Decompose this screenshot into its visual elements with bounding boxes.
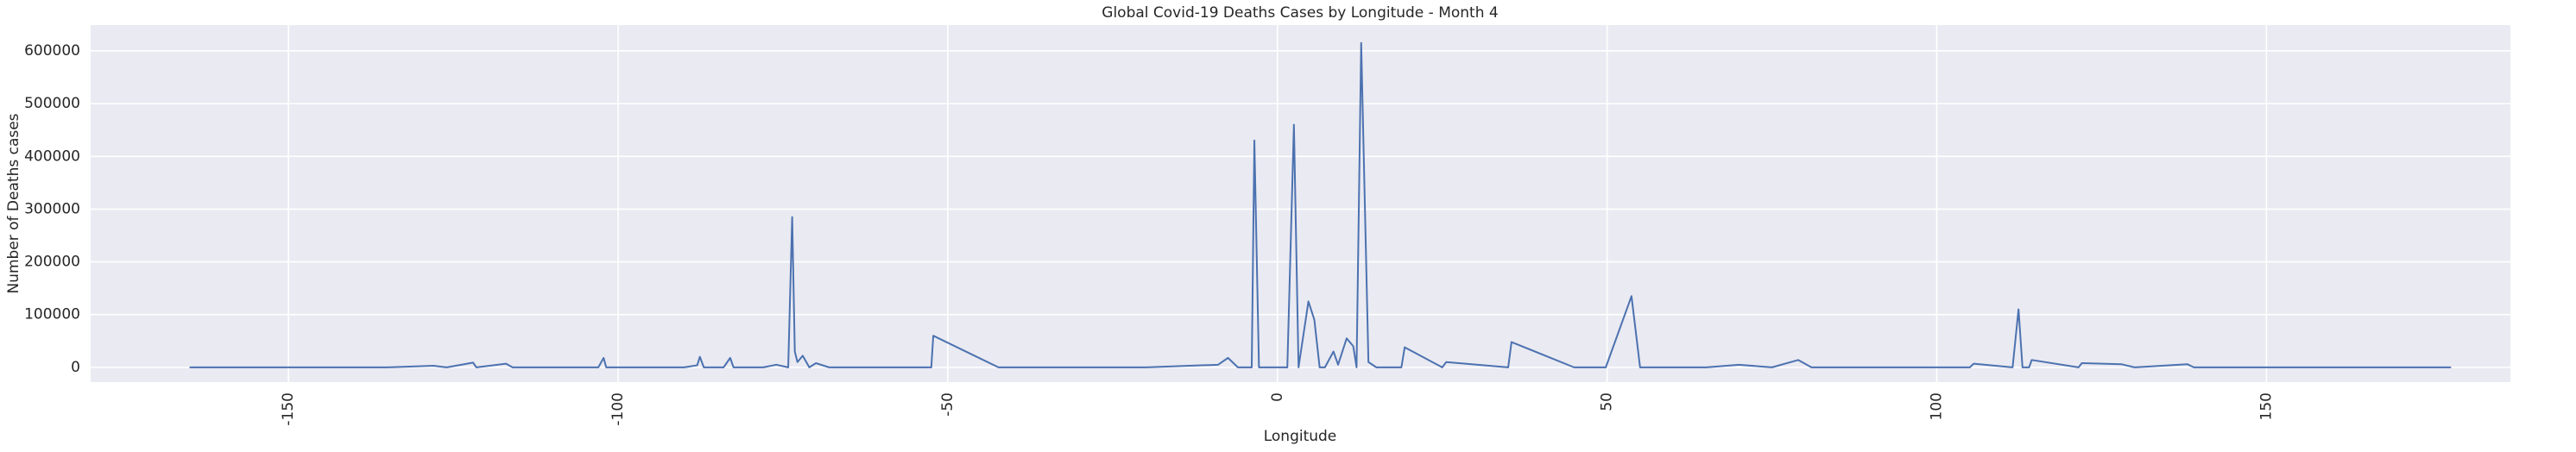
y-axis-label: Number of Deaths cases	[5, 113, 22, 293]
y-tick-label: 0	[71, 359, 80, 376]
y-tick-label: 600000	[24, 42, 80, 60]
data-line	[189, 41, 2452, 368]
x-tick-label: -50	[939, 392, 957, 417]
x-tick-label: 150	[2257, 392, 2275, 420]
x-tick-label: 100	[1929, 392, 1946, 420]
x-tick-label: 0	[1269, 392, 1286, 402]
y-tick-label: 200000	[24, 254, 80, 271]
x-tick-label: -100	[609, 392, 627, 426]
y-tick-label: 100000	[24, 306, 80, 323]
x-axis-label: Longitude	[1264, 428, 1337, 445]
x-tick-label: -150	[280, 392, 297, 426]
y-tick-label: 300000	[24, 200, 80, 217]
x-tick-label: 50	[1599, 392, 1616, 411]
chart-title: Global Covid-19 Deaths Cases by Longitud…	[1102, 4, 1498, 22]
y-tick-label: 500000	[24, 95, 80, 112]
plot-area	[91, 25, 2510, 382]
y-tick-label: 400000	[24, 148, 80, 165]
